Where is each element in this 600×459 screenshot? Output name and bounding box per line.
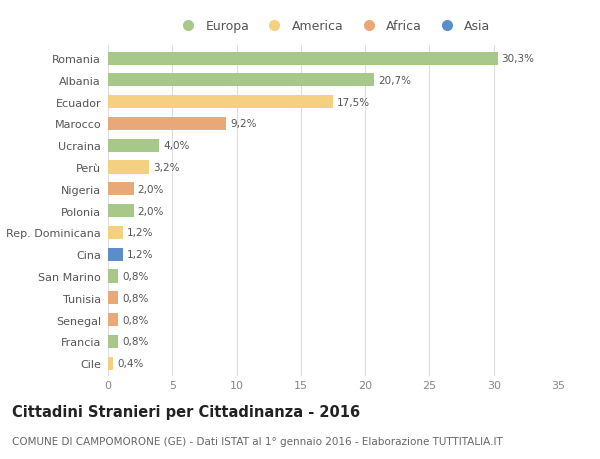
Text: 0,8%: 0,8% (122, 315, 149, 325)
Bar (108, 74, 374, 87)
Text: 4,0%: 4,0% (163, 141, 190, 151)
Text: Cittadini Stranieri per Cittadinanza - 2016: Cittadini Stranieri per Cittadinanza - 2… (12, 404, 360, 419)
Bar (108, 270, 118, 283)
Bar (108, 313, 118, 326)
Bar (108, 161, 149, 174)
Text: 17,5%: 17,5% (337, 97, 370, 107)
Bar (108, 183, 134, 196)
Bar (108, 118, 226, 131)
Text: 0,8%: 0,8% (122, 271, 149, 281)
Bar (108, 140, 160, 152)
Bar (108, 357, 113, 370)
Text: 9,2%: 9,2% (230, 119, 257, 129)
Bar (108, 52, 497, 66)
Bar (108, 291, 118, 305)
Text: COMUNE DI CAMPOMORONE (GE) - Dati ISTAT al 1° gennaio 2016 - Elaborazione TUTTIT: COMUNE DI CAMPOMORONE (GE) - Dati ISTAT … (12, 436, 503, 446)
Bar (108, 335, 118, 348)
Bar (108, 226, 124, 240)
Bar (108, 96, 333, 109)
Text: 3,2%: 3,2% (153, 162, 179, 173)
Text: 2,0%: 2,0% (137, 185, 164, 195)
Text: 1,2%: 1,2% (127, 228, 154, 238)
Text: 1,2%: 1,2% (127, 250, 154, 260)
Bar (108, 205, 134, 218)
Legend: Europa, America, Africa, Asia: Europa, America, Africa, Asia (175, 20, 491, 33)
Text: 0,4%: 0,4% (117, 358, 143, 368)
Text: 0,8%: 0,8% (122, 293, 149, 303)
Text: 20,7%: 20,7% (378, 76, 411, 86)
Text: 30,3%: 30,3% (502, 54, 535, 64)
Text: 2,0%: 2,0% (137, 206, 164, 216)
Text: 0,8%: 0,8% (122, 336, 149, 347)
Bar (108, 248, 124, 261)
